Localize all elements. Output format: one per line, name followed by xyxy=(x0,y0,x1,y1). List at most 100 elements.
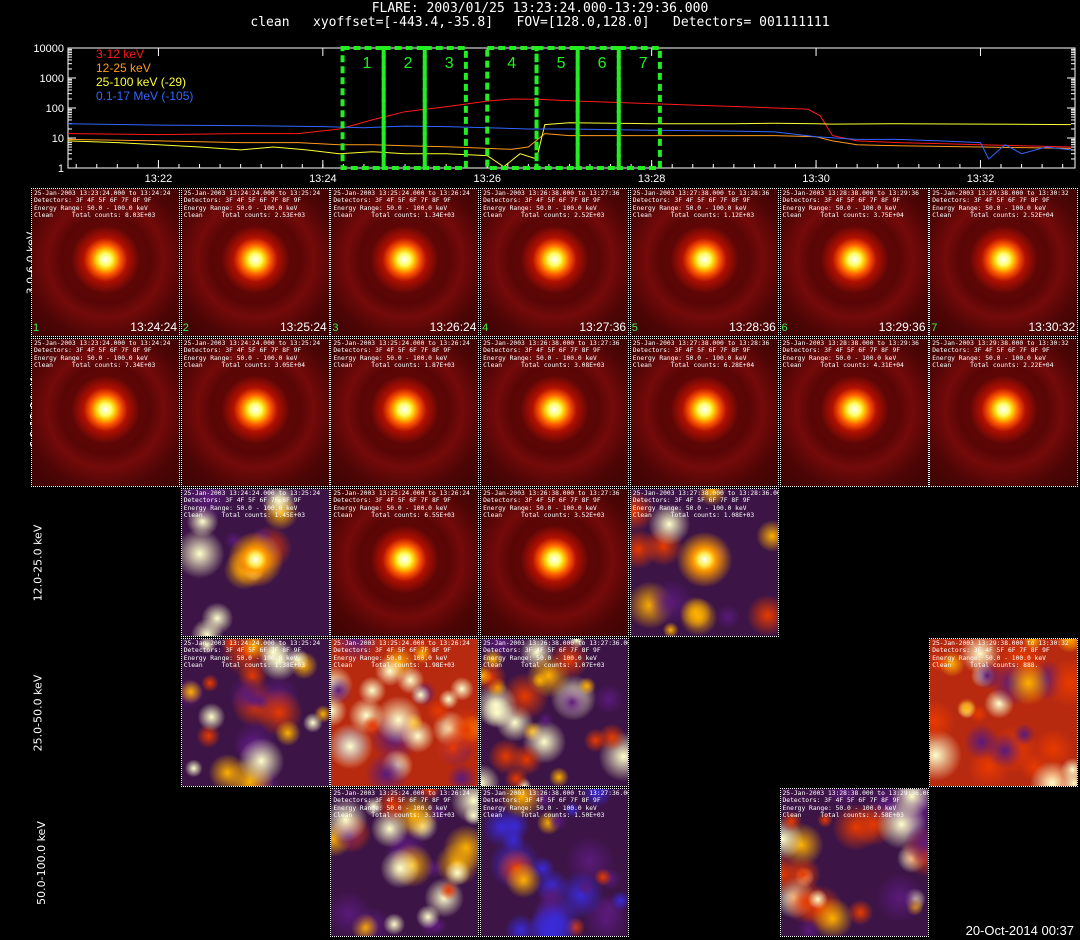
map-annotation-line: Energy Range: 50.0 - 100.0 keV xyxy=(483,804,597,812)
lightcurve-panel: 1 10 100 1000 10000 13:22 13:24 13:26 13:28 13:30… xyxy=(0,34,1080,184)
map-annotation: 25-Jan-2003 13:26:38.000 to 13:27:36.000… xyxy=(483,640,628,670)
map-annotation: 25-Jan-2003 13:24:24.000 to 13:25:24 Dete… xyxy=(184,640,320,670)
map-annotation-line: Detectors: 3F 4F 5F 6F 7F 8F 9F xyxy=(333,797,451,805)
map-annotation-line: Detectors: 3F 4F 5F 6F 7F 8F 9F xyxy=(333,647,451,655)
generation-timestamp: 20-Oct-2014 00:37 xyxy=(965,923,1074,938)
map-annotation-line: Energy Range: 50.0 - 100.0 keV xyxy=(932,654,1046,662)
row-energy-label: 50.0-100.0 keV xyxy=(0,788,48,938)
map-image xyxy=(181,489,329,636)
map-annotation: 25-Jan-2003 13:27:38.000 to 13:28:36 Dete… xyxy=(633,190,769,220)
map-thumbnail: 25-Jan-2003 13:23:24.000 to 13:24:24 Dete… xyxy=(31,188,180,337)
row-energy-label: 6.0-12.0 keV xyxy=(0,338,41,488)
map-image xyxy=(630,339,778,486)
map-annotation-line: Detectors: 3F 4F 5F 6F 7F 8F 9F xyxy=(483,647,601,655)
map-annotation-line: Clean Total counts: 2.22E+04 xyxy=(932,362,1054,370)
map-annotation: 25-Jan-2003 13:27:38.000 to 13:28:36.000… xyxy=(633,490,778,520)
map-annotation-line: 25-Jan-2003 13:26:38.000 to 13:27:36 xyxy=(483,340,620,347)
map-annotation-line: Clean Total counts: 1.12E+03 xyxy=(632,212,755,220)
map-annotation-line: Clean Total counts: 8.03E+03 xyxy=(34,212,156,220)
plot-frame xyxy=(67,47,1076,169)
interval-label-1: 1 xyxy=(363,55,372,72)
map-image xyxy=(181,639,329,786)
map-annotation: 25-Jan-2003 13:23:24.000 to 13:24:24 Dete… xyxy=(34,190,170,220)
map-annotation: 25-Jan-2003 13:24:24.000 to 13:25:24 Dete… xyxy=(184,340,320,370)
map-annotation-line: Detectors: 3F 4F 5F 6F 7F 8F 9F xyxy=(183,497,302,505)
map-annotation-line: Clean Total counts: 6.28E+04 xyxy=(632,362,755,370)
interval-box-5 xyxy=(534,46,580,170)
interval-label-6: 6 xyxy=(598,55,607,72)
map-thumbnail: 25-Jan-2003 13:25:24.000 to 13:26:24 Dete… xyxy=(330,638,480,787)
map-annotation-line: Energy Range: 50.0 - 100.0 keV xyxy=(632,354,747,362)
map-thumbnail: 25-Jan-2003 13:26:38.000 to 13:27:36 Dete… xyxy=(480,488,630,637)
map-annotation-line: 25-Jan-2003 13:25:24.000 to 13:26:24 xyxy=(333,790,470,797)
map-annotation-line: 25-Jan-2003 13:24:24.000 to 13:25:24 xyxy=(183,490,321,497)
x-tick-label: 13:24 xyxy=(309,173,337,184)
map-thumbnail: 25-Jan-2003 13:25:24.000 to 13:26:24 Dete… xyxy=(330,338,480,487)
map-annotation: 25-Jan-2003 13:24:24.000 to 13:25:24 Dete… xyxy=(184,190,320,220)
map-annotation-line: Clean Total counts: 6.55E+03 xyxy=(333,512,455,520)
map-annotation-line: Energy Range: 50.0 - 100.0 keV xyxy=(483,654,597,662)
interval-number: 6 xyxy=(781,322,788,334)
map-thumbnail: 25-Jan-2003 13:28:38.000 to 13:29:36 Dete… xyxy=(779,338,929,487)
legend-entry-2: 12-25 keV xyxy=(96,61,151,75)
map-thumbnail: 25-Jan-2003 13:27:38.000 to 13:28:36 Dete… xyxy=(629,188,779,337)
map-annotation-line: Detectors: 3F 4F 5F 6F 7F 8F 9F xyxy=(782,347,901,355)
map-annotation-line: Clean Total counts: 4.31E+04 xyxy=(782,362,904,370)
map-annotation-line: Clean Total counts: 1.38E+03 xyxy=(183,662,306,670)
map-annotation: 25-Jan-2003 13:25:24.000 to 13:26:24 Dete… xyxy=(333,190,469,220)
series-line-2 xyxy=(67,133,1071,150)
map-annotation-line: Energy Range: 50.0 - 100.0 keV xyxy=(483,204,597,212)
map-thumbnail: 25-Jan-2003 13:26:38.000 to 13:27:36.000… xyxy=(480,788,630,937)
map-annotation-line: Detectors: 3F 4F 5F 6F 7F 8F 9F xyxy=(932,347,1050,355)
map-image xyxy=(930,189,1078,336)
interval-number: 7 xyxy=(931,322,938,334)
map-image xyxy=(331,339,479,486)
map-annotation: 25-Jan-2003 13:25:24.000 to 13:26:24 Dete… xyxy=(333,790,469,820)
legend-entry-4: 0.1-17 MeV (-105) xyxy=(96,89,193,103)
map-thumbnail: 25-Jan-2003 13:26:38.000 to 13:27:36.000… xyxy=(480,638,630,787)
map-thumbnail: 25-Jan-2003 13:23:24.000 to 13:24:24 Dete… xyxy=(31,338,180,487)
map-image xyxy=(630,489,778,636)
interval-end-time: 13:30:32 xyxy=(1028,320,1076,334)
x-tick-label: 13:22 xyxy=(145,173,173,184)
legend-entry-1: 3-12 keV xyxy=(96,47,144,61)
map-annotation: 25-Jan-2003 13:29:38.000 to 13:30:32 Dete… xyxy=(932,640,1068,670)
interval-label-3: 3 xyxy=(445,55,454,72)
map-image xyxy=(780,339,928,486)
interval-end-time: 13:27:36 xyxy=(579,320,627,334)
map-annotation: 25-Jan-2003 13:24:24.000 to 13:25:24 Dete… xyxy=(184,490,320,520)
map-annotation-line: Detectors: 3F 4F 5F 6F 7F 8F 9F xyxy=(483,497,601,505)
map-annotation-line: Detectors: 3F 4F 5F 6F 7F 8F 9F xyxy=(333,197,451,205)
map-image xyxy=(331,189,479,336)
map-annotation-line: Detectors: 3F 4F 5F 6F 7F 8F 9F xyxy=(932,647,1050,655)
interval-number: 1 xyxy=(33,322,40,334)
map-annotation-line: Detectors: 3F 4F 5F 6F 7F 8F 9F xyxy=(483,347,601,355)
map-annotation-line: Energy Range: 50.0 - 100.0 keV xyxy=(632,204,747,212)
interval-end-time: 13:24:24 xyxy=(130,320,177,334)
x-tick-label: 13:32 xyxy=(967,173,995,184)
interval-box-2 xyxy=(381,46,427,170)
map-image xyxy=(930,639,1078,786)
interval-box-6 xyxy=(575,46,621,170)
map-annotation-line: 25-Jan-2003 13:26:38.000 to 13:27:36 xyxy=(483,190,620,197)
map-annotation-line: Detectors: 3F 4F 5F 6F 7F 8F 9F xyxy=(782,797,901,805)
map-annotation-line: Energy Range: 50.0 - 100.0 keV xyxy=(34,354,148,362)
x-tick-label: 13:26 xyxy=(473,173,501,184)
map-annotation-line: Energy Range: 50.0 - 100.0 keV xyxy=(183,504,298,512)
map-annotation-line: Detectors: 3F 4F 5F 6F 7F 8F 9F xyxy=(333,347,451,355)
map-annotation-line: Clean Total counts: 1.98E+03 xyxy=(333,662,455,670)
map-image xyxy=(181,189,329,336)
interval-end-time: 13:25:24 xyxy=(279,320,327,334)
map-annotation: 25-Jan-2003 13:26:38.000 to 13:27:36 Dete… xyxy=(483,190,619,220)
map-thumbnail: 25-Jan-2003 13:27:38.000 to 13:28:36 Dete… xyxy=(629,338,779,487)
interval-number: 2 xyxy=(182,322,189,334)
map-thumbnail: 25-Jan-2003 13:25:24.000 to 13:26:24 Dete… xyxy=(330,788,480,937)
map-annotation-line: Energy Range: 50.0 - 100.0 keV xyxy=(333,354,448,362)
interval-number: 5 xyxy=(631,322,638,334)
map-annotation-line: Detectors: 3F 4F 5F 6F 7F 8F 9F xyxy=(183,347,302,355)
map-thumbnail: 25-Jan-2003 13:28:38.000 to 13:29:36 Dete… xyxy=(779,188,929,337)
map-annotation-line: Energy Range: 50.0 - 100.0 keV xyxy=(183,654,298,662)
map-annotation: 25-Jan-2003 13:29:38.000 to 13:30:32 Dete… xyxy=(932,340,1068,370)
map-annotation-line: 25-Jan-2003 13:28:38.000 to 13:29:36 xyxy=(782,190,919,197)
lightcurve-chart: 1 10 100 1000 10000 13:22 13:24 13:26 13:28 13:30… xyxy=(33,43,1076,184)
